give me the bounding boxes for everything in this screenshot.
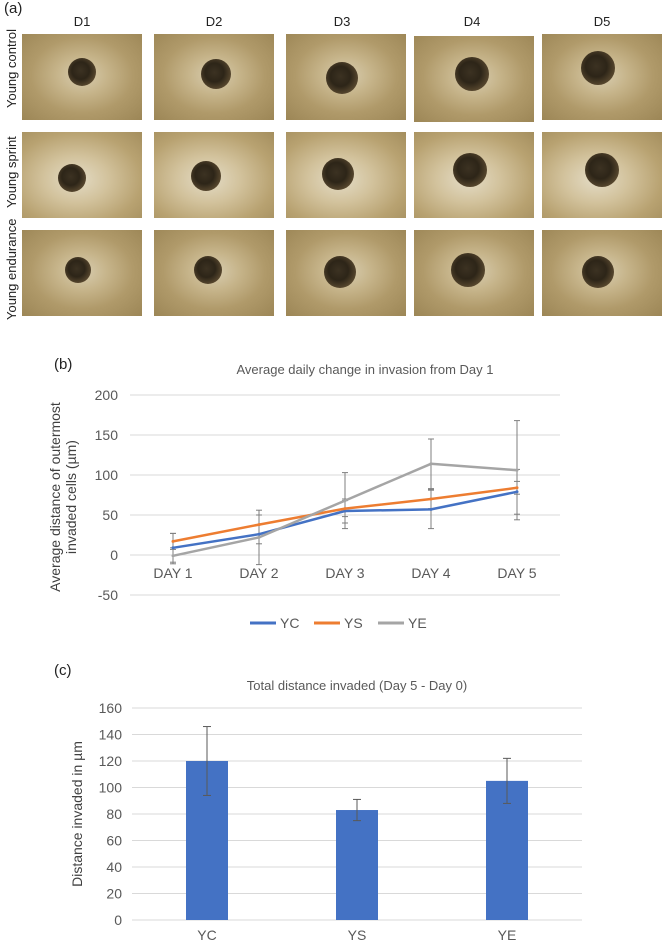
micrograph-young-endurance-d5 — [542, 230, 662, 316]
micrograph-young-control-d5 — [542, 34, 662, 120]
micrograph-young-control-d4 — [414, 36, 534, 122]
row-header-young-control: Young control — [4, 28, 19, 108]
column-header-d3: D3 — [333, 14, 351, 29]
y-tick-label: 200 — [95, 387, 119, 403]
micrograph-young-sprint-d2 — [154, 132, 274, 218]
spheroid — [201, 59, 231, 89]
spheroid — [322, 158, 354, 190]
legend-label-ys: YS — [344, 615, 363, 631]
y-axis-label: Distance invaded in µm — [69, 741, 85, 887]
spheroid — [453, 153, 487, 187]
x-tick-label: YE — [498, 927, 517, 943]
micrograph-young-endurance-d2 — [154, 230, 274, 316]
y-tick-label: 0 — [114, 912, 122, 928]
micrograph-young-control-d1 — [22, 34, 142, 120]
data-point-yc — [429, 507, 433, 511]
x-tick-label: DAY 4 — [411, 565, 450, 581]
y-tick-label: 140 — [99, 727, 123, 743]
micrograph-young-endurance-d3 — [286, 230, 406, 316]
micrograph-young-sprint-d1 — [22, 132, 142, 218]
y-tick-label: -50 — [98, 587, 118, 603]
row-header-young-endurance: Young endurance — [4, 218, 19, 320]
data-point-ye — [343, 499, 347, 503]
row-header-young-sprint: Young sprint — [4, 136, 19, 208]
spheroid — [582, 256, 614, 288]
column-header-d1: D1 — [73, 14, 91, 29]
x-tick-label: YS — [348, 927, 367, 943]
panel-label-c: (c) — [54, 662, 72, 679]
data-point-ys — [343, 507, 347, 511]
y-tick-label: 150 — [95, 427, 119, 443]
spheroid — [58, 164, 86, 192]
x-tick-label: DAY 5 — [497, 565, 536, 581]
data-point-yc — [171, 546, 175, 550]
spheroid — [194, 256, 222, 284]
spheroid — [191, 161, 221, 191]
micrograph-young-endurance-d4 — [414, 230, 534, 316]
y-axis-label-line: Average distance of outermost — [47, 402, 63, 592]
panel-label-a: (a) — [4, 0, 23, 17]
line-chart-title: Average daily change in invasion from Da… — [236, 362, 493, 377]
data-point-yc — [343, 509, 347, 513]
data-point-yc — [515, 490, 519, 494]
y-axis-label-line: invaded cells (µm) — [63, 440, 79, 554]
y-axis-label: Average distance of outermostinvaded cel… — [47, 402, 79, 592]
data-point-yc — [257, 532, 261, 536]
y-tick-label: 60 — [106, 833, 122, 849]
data-point-ys — [429, 497, 433, 501]
spheroid — [581, 51, 615, 85]
y-tick-label: 100 — [99, 780, 123, 796]
x-tick-label: DAY 1 — [153, 565, 192, 581]
data-point-ye — [257, 535, 261, 539]
bar-chart: Total distance invaded (Day 5 - Day 0) 0 2… — [69, 678, 582, 943]
micrograph-young-control-d2 — [154, 34, 274, 120]
y-tick-label: 20 — [106, 886, 122, 902]
y-tick-label: 80 — [106, 806, 122, 822]
bar-chart-title: Total distance invaded (Day 5 - Day 0) — [247, 678, 467, 693]
column-header-d2: D2 — [205, 14, 223, 29]
bar-ys — [336, 810, 378, 920]
bar-ye — [486, 780, 528, 920]
x-tick-label: YC — [197, 927, 216, 943]
y-tick-label: 160 — [99, 700, 123, 716]
line-chart: Average daily change in invasion from Da… — [47, 362, 560, 631]
y-tick-label: 120 — [99, 753, 123, 769]
micrograph-young-sprint-d5 — [542, 132, 662, 218]
micrograph-young-sprint-d3 — [286, 132, 406, 218]
x-tick-label: DAY 2 — [239, 565, 278, 581]
y-tick-label: 0 — [110, 547, 118, 563]
data-point-ye — [171, 554, 175, 558]
data-point-ye — [429, 462, 433, 466]
spheroid — [585, 153, 619, 187]
legend-label-ye: YE — [408, 615, 427, 631]
micrograph-young-control-d3 — [286, 34, 406, 120]
micrograph-young-endurance-d1 — [22, 230, 142, 316]
spheroid — [324, 256, 356, 288]
legend-label-yc: YC — [280, 615, 299, 631]
spheroid — [455, 57, 489, 91]
y-tick-label: 50 — [102, 507, 118, 523]
data-point-ys — [515, 486, 519, 490]
spheroid — [326, 62, 358, 94]
y-tick-label: 40 — [106, 859, 122, 875]
panel-label-b: (b) — [54, 356, 73, 373]
spheroid — [68, 58, 96, 86]
data-point-ye — [515, 468, 519, 472]
micrograph-young-sprint-d4 — [414, 132, 534, 218]
spheroid — [451, 253, 485, 287]
spheroid — [65, 257, 91, 283]
data-point-ys — [171, 539, 175, 543]
y-tick-label: 100 — [95, 467, 119, 483]
data-point-ys — [257, 523, 261, 527]
column-header-d5: D5 — [593, 14, 611, 29]
x-tick-label: DAY 3 — [325, 565, 364, 581]
column-header-d4: D4 — [463, 14, 481, 29]
